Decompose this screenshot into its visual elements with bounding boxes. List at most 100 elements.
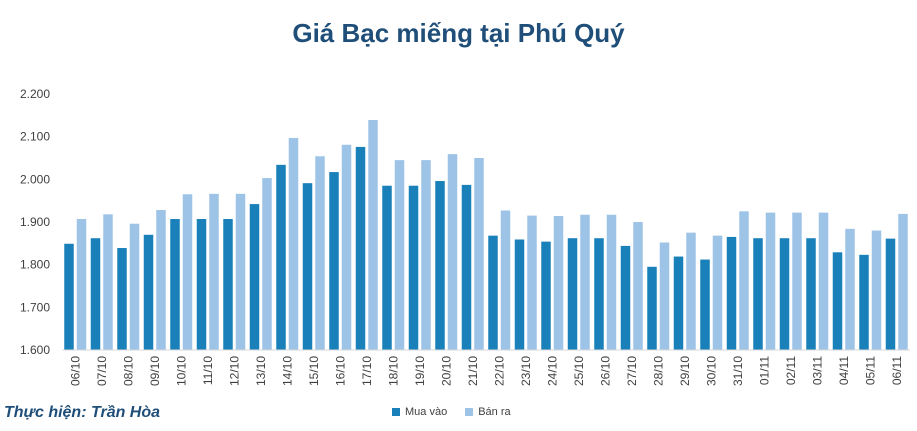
bar-mua-vao xyxy=(382,185,392,350)
x-tick-label: 09/10 xyxy=(148,356,162,386)
x-tick-label: 22/10 xyxy=(492,356,506,386)
bar-ban-ra xyxy=(76,219,87,350)
bar-ban-ra xyxy=(633,222,643,350)
bar-ban-ra xyxy=(288,137,299,350)
bar-mua-vao xyxy=(806,238,816,350)
bar-mua-vao xyxy=(223,219,233,350)
bar-ban-ra xyxy=(156,210,166,350)
legend-label-mua-vao: Mua vào xyxy=(405,406,448,418)
bar-mua-vao xyxy=(143,234,154,350)
bar-mua-vao xyxy=(885,238,896,350)
y-axis: 1.600 1.700 1.800 1.900 2.000 2.100 2.200 xyxy=(20,87,50,357)
x-tick-label: 03/11 xyxy=(810,356,824,385)
bar-ban-ra xyxy=(262,178,272,350)
x-tick-label: 17/10 xyxy=(360,356,374,386)
y-tick-label: 2.100 xyxy=(20,130,50,144)
x-tick-label: 04/11 xyxy=(837,356,851,385)
bar-ban-ra xyxy=(898,213,908,350)
x-tick-label: 12/10 xyxy=(227,356,241,386)
bar-mua-vao xyxy=(302,183,313,350)
bar-mua-vao xyxy=(541,241,551,350)
legend-item-ban-ra: Bán ra xyxy=(465,406,511,418)
y-tick-label: 2.000 xyxy=(20,172,50,186)
bar-ban-ra xyxy=(235,193,246,350)
bar-ban-ra xyxy=(580,214,590,350)
bar-ban-ra xyxy=(315,156,325,350)
chart-title: Giá Bạc miếng tại Phú Quý xyxy=(292,18,625,48)
bar-ban-ra xyxy=(447,154,458,350)
bar-mua-vao xyxy=(461,184,472,350)
bar-mua-vao xyxy=(779,238,790,350)
bar-mua-vao xyxy=(196,219,207,350)
x-tick-label: 02/11 xyxy=(784,356,798,385)
bar-ban-ra xyxy=(474,158,484,350)
x-tick-label: 18/10 xyxy=(386,356,400,386)
bar-ban-ra xyxy=(686,232,696,350)
x-tick-label: 26/10 xyxy=(598,356,612,386)
bar-ban-ra xyxy=(103,214,113,350)
bar-ban-ra xyxy=(421,160,431,350)
bar-ban-ra xyxy=(712,235,723,350)
bar-ban-ra xyxy=(792,212,802,350)
y-tick-label: 1.700 xyxy=(20,300,50,314)
bar-mua-vao xyxy=(435,181,445,350)
x-tick-label: 27/10 xyxy=(625,356,639,386)
bar-mua-vao xyxy=(594,238,604,350)
x-tick-label: 15/10 xyxy=(307,356,321,386)
bar-ban-ra xyxy=(500,210,511,350)
bar-mua-vao xyxy=(170,219,180,350)
bar-mua-vao xyxy=(90,238,101,350)
x-tick-label: 08/10 xyxy=(121,356,135,386)
y-tick-label: 1.900 xyxy=(20,215,50,229)
bar-mua-vao xyxy=(117,248,127,350)
x-tick-label: 16/10 xyxy=(333,356,347,386)
x-tick-label: 01/11 xyxy=(757,356,771,385)
bar-mua-vao xyxy=(355,146,366,350)
bar-ban-ra xyxy=(129,223,140,350)
legend-swatch-mua-vao xyxy=(392,408,400,416)
bar-mua-vao xyxy=(567,238,578,350)
x-tick-label: 06/10 xyxy=(68,356,82,386)
x-tick-label: 20/10 xyxy=(439,356,453,386)
x-tick-label: 05/11 xyxy=(863,356,877,385)
bar-ban-ra xyxy=(527,215,537,350)
x-tick-label: 23/10 xyxy=(519,356,533,386)
bar-mua-vao xyxy=(488,235,498,350)
x-tick-label: 30/10 xyxy=(704,356,718,386)
bar-ban-ra xyxy=(818,212,829,350)
x-tick-label: 24/10 xyxy=(545,356,559,386)
x-tick-label: 21/10 xyxy=(466,356,480,386)
bar-mua-vao xyxy=(753,238,763,350)
legend-label-ban-ra: Bán ra xyxy=(478,406,511,418)
bar-ban-ra xyxy=(182,194,193,350)
x-tick-label: 28/10 xyxy=(651,356,665,386)
x-tick-label: 10/10 xyxy=(174,356,188,386)
legend-swatch-ban-ra xyxy=(465,408,474,416)
bar-ban-ra xyxy=(845,228,855,350)
bar-mua-vao xyxy=(329,172,339,350)
bar-mua-vao xyxy=(276,164,286,350)
bar-mua-vao xyxy=(859,254,869,350)
bars xyxy=(64,120,908,350)
bar-ban-ra xyxy=(765,212,776,350)
bar-ban-ra xyxy=(341,144,352,350)
x-tick-label: 25/10 xyxy=(572,356,586,386)
x-tick-label: 13/10 xyxy=(254,356,268,386)
x-axis: 06/10 07/10 08/10 09/10 10/10 11/10 12/10 13/10… xyxy=(62,349,910,386)
x-tick-label: 06/11 xyxy=(890,356,904,385)
x-tick-label: 14/10 xyxy=(280,356,294,386)
x-tick-label: 29/10 xyxy=(678,356,692,386)
bar-mua-vao xyxy=(700,259,710,350)
bar-ban-ra xyxy=(659,242,670,350)
x-tick-label: 31/10 xyxy=(731,356,745,386)
bar-ban-ra xyxy=(394,160,405,350)
bar-ban-ra xyxy=(871,230,882,350)
bar-ban-ra xyxy=(606,214,617,350)
y-tick-label: 2.200 xyxy=(20,87,50,101)
bar-mua-vao xyxy=(514,239,525,350)
legend-item-mua-vao: Mua vào xyxy=(392,406,447,418)
bar-ban-ra xyxy=(368,120,378,350)
bar-mua-vao xyxy=(64,243,74,350)
bar-mua-vao xyxy=(832,252,843,350)
credit-text: Thực hiện: Trần Hòa xyxy=(4,404,161,421)
